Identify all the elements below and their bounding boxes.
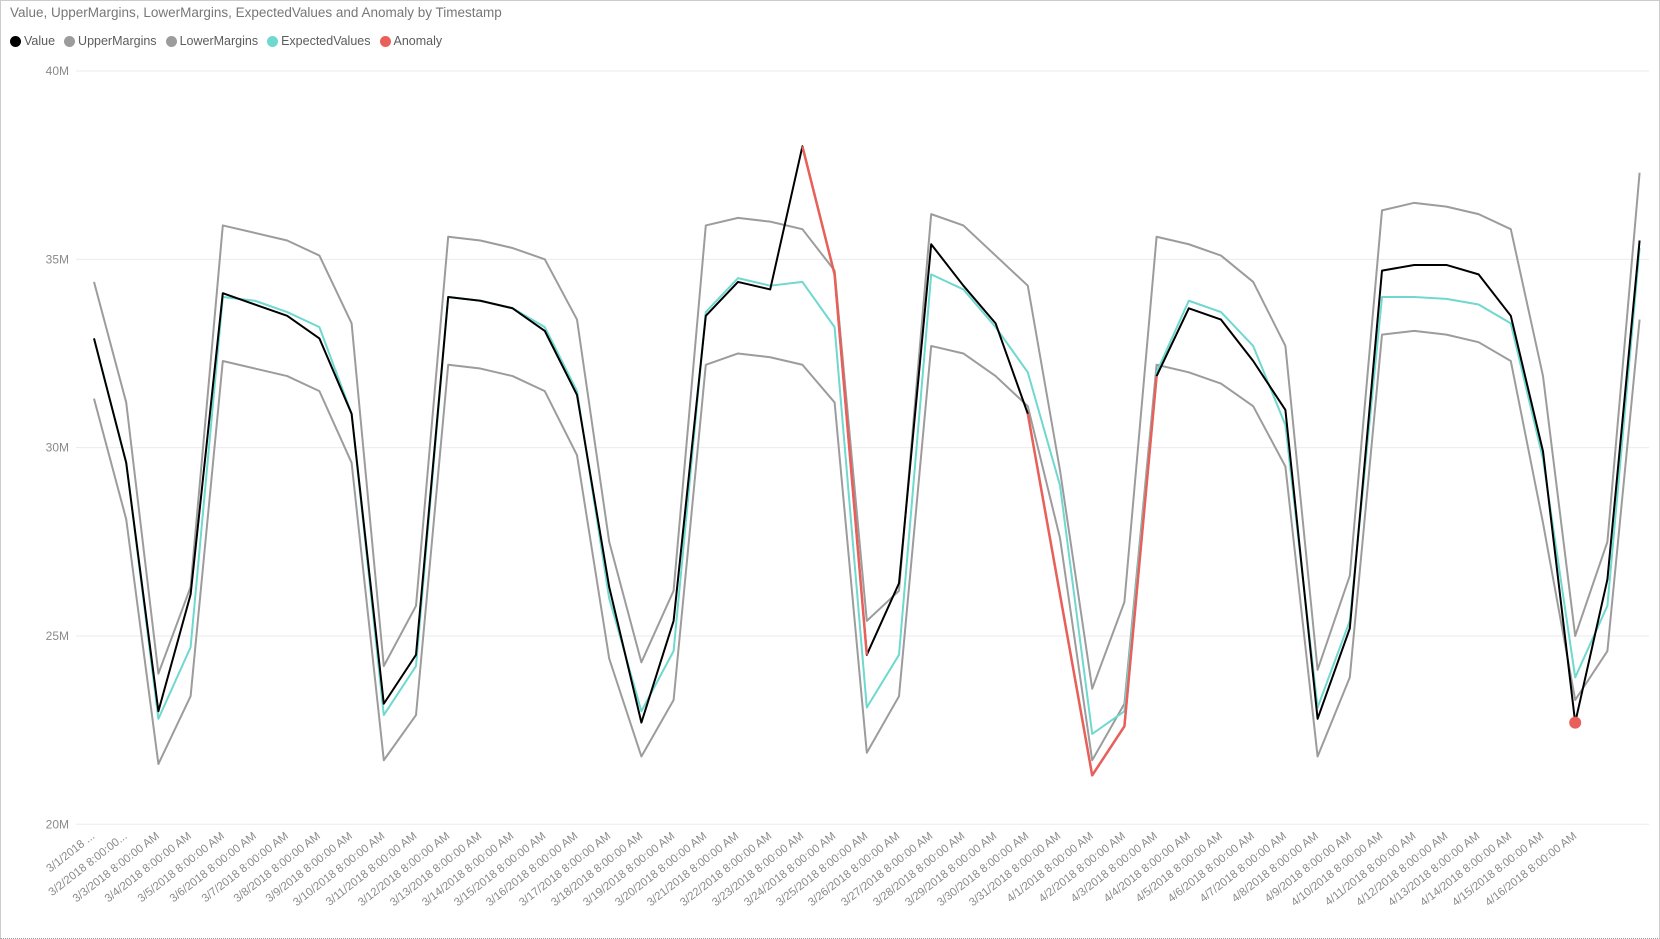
- chart-title: Value, UpperMargins, LowerMargins, Expec…: [10, 5, 502, 20]
- y-axis-tick-label: 20M: [46, 817, 69, 831]
- series-line-uppermargins[interactable]: [93, 172, 1641, 690]
- legend-label: LowerMargins: [179, 34, 259, 48]
- series-line-expectedvalues[interactable]: [93, 247, 1641, 735]
- legend-dot-icon: [165, 35, 177, 47]
- legend-item-uppermargins[interactable]: UpperMargins: [64, 34, 157, 48]
- anomaly-segment[interactable]: [801, 146, 869, 655]
- y-axis-tick-label: 25M: [46, 629, 69, 643]
- legend-dot-icon: [267, 35, 279, 47]
- legend-label: ExpectedValues: [281, 34, 371, 48]
- series-line-value[interactable]: [93, 145, 1641, 777]
- legend-item-expectedvalues[interactable]: ExpectedValues: [267, 34, 371, 48]
- legend-dot-icon: [64, 35, 76, 47]
- series-line-lowermargins[interactable]: [93, 319, 1641, 766]
- legend-item-anomaly[interactable]: Anomaly: [379, 34, 443, 48]
- legend-label: UpperMargins: [78, 34, 157, 48]
- legend-dot-icon: [379, 35, 391, 47]
- y-axis-tick-label: 40M: [46, 64, 69, 78]
- legend: Value UpperMargins LowerMargins ExpectedVal…: [10, 34, 451, 48]
- anomaly-dot[interactable]: [1569, 716, 1582, 729]
- y-axis-tick-label: 30M: [46, 441, 69, 455]
- anomaly-segment[interactable]: [1026, 375, 1158, 777]
- legend-dot-icon: [10, 35, 21, 47]
- legend-label: Value: [24, 34, 56, 48]
- legend-item-value[interactable]: Value: [10, 34, 55, 48]
- y-axis-tick-label: 35M: [46, 252, 69, 266]
- legend-item-lowermargins[interactable]: LowerMargins: [165, 34, 259, 48]
- legend-label: Anomaly: [393, 34, 443, 48]
